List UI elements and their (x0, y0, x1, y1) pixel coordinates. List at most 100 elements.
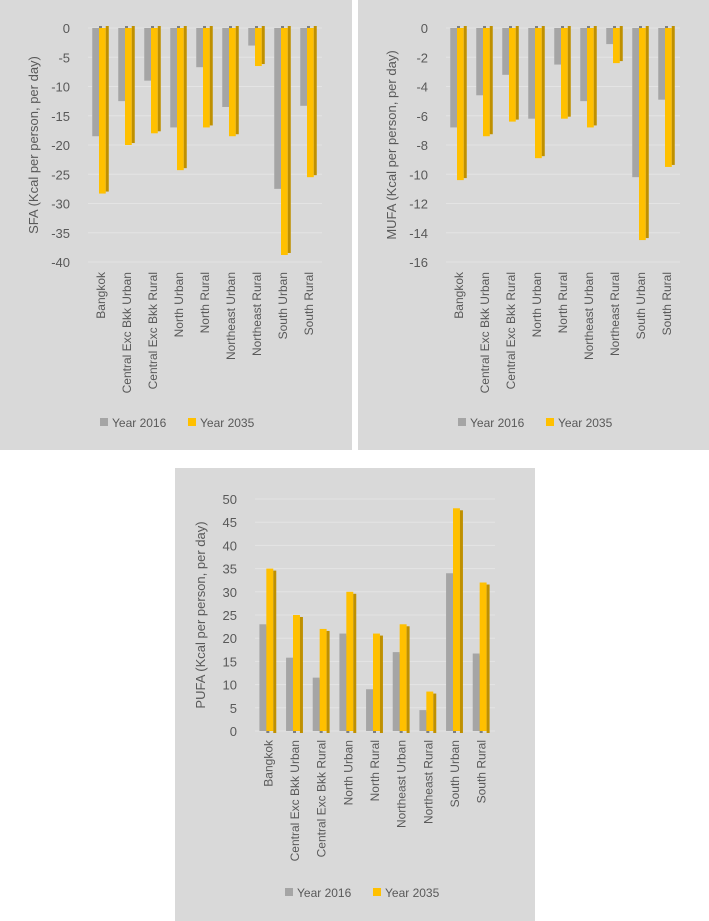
bar-side (463, 26, 467, 179)
bar-year-2016 (502, 28, 509, 75)
pufa-chart: 0 5 10 15 20 25 30 35 40 45 50 PUFA (Kcal per perso… (193, 492, 495, 900)
bar-side (486, 584, 490, 733)
legend-label: Year 2035 (200, 416, 255, 430)
bar-side (326, 630, 330, 733)
y-tick-label: -35 (51, 226, 70, 241)
category-label: South Rural (302, 272, 316, 335)
y-tick-label: -20 (51, 138, 70, 153)
bar-year-2016 (248, 28, 255, 46)
category-label: Central Exc Bkk Rural (315, 740, 329, 857)
bar-year-2035 (151, 28, 158, 134)
bar-side (209, 26, 213, 126)
bar-year-2016 (312, 677, 320, 731)
y-tick-label: -12 (409, 197, 428, 212)
category-label: Northeast Rural (608, 272, 622, 356)
legend-label: Year 2016 (297, 886, 352, 900)
bar-year-2035 (561, 28, 568, 119)
category-label: South Urban (276, 272, 290, 339)
y-tick-label: 50 (223, 492, 237, 507)
bar-side (157, 26, 161, 132)
bar-year-2016 (222, 28, 229, 107)
bar-side (619, 26, 623, 62)
bar-side (299, 617, 303, 733)
bar-side (353, 593, 357, 733)
bar-year-2016 (446, 573, 453, 731)
y-axis-title: MUFA (Kcal per person, per day) (384, 50, 399, 239)
y-tick-label: -40 (51, 255, 70, 270)
bar-side (593, 26, 597, 126)
bar-year-2035 (255, 28, 262, 67)
y-tick-label: 40 (223, 538, 237, 553)
bar-year-2035 (453, 508, 460, 731)
bar-year-2016 (366, 689, 373, 731)
category-label: South Urban (448, 740, 462, 807)
y-tick-label: -14 (409, 226, 428, 241)
bar-year-2035 (426, 691, 434, 731)
bar-side (671, 26, 675, 165)
y-tick-label: 10 (223, 678, 237, 693)
bar-year-2035 (613, 28, 620, 64)
y-axis-title: SFA (Kcal per person, per day) (26, 56, 41, 234)
y-tick-label: -30 (51, 197, 70, 212)
y-axis-title: PUFA (Kcal per person, per day) (193, 521, 208, 708)
bar-year-2035 (125, 28, 132, 145)
bar-year-2016 (472, 653, 480, 731)
bar-year-2035 (639, 28, 646, 241)
category-label: South Urban (634, 272, 648, 339)
legend-swatch (373, 888, 381, 896)
bar-side (235, 26, 239, 135)
bar-side (489, 26, 493, 135)
bar-year-2016 (170, 28, 177, 128)
legend-swatch (285, 888, 293, 896)
bar-side (287, 26, 291, 253)
category-label: North Rural (368, 740, 382, 801)
mufa-chart: -16 -14 -12 -10 -8 -6 -4 -2 0 MUFA (Kcal per pers… (384, 21, 680, 430)
y-tick-label: 15 (223, 654, 237, 669)
legend-label: Year 2016 (470, 416, 525, 430)
bar-year-2035 (266, 568, 274, 731)
bar-year-2016 (606, 28, 613, 45)
sfa-chart: -40 -35 -30 -25 -20 -15 -10 -5 0 SFA (Kcal per pe… (26, 21, 322, 430)
bar-year-2035 (479, 582, 487, 731)
legend-label: Year 2016 (112, 416, 167, 430)
y-tick-label: 45 (223, 515, 237, 530)
category-label: Northeast Rural (421, 740, 435, 824)
y-tick-label: -16 (409, 255, 428, 270)
bar-year-2016 (476, 28, 483, 96)
bar-year-2016 (92, 28, 99, 137)
bar-year-2035 (177, 28, 184, 171)
bar-year-2035 (203, 28, 210, 128)
y-tick-label: 5 (230, 701, 237, 716)
bar-year-2016 (658, 28, 665, 100)
bar-year-2016 (528, 28, 535, 119)
bar-year-2035 (229, 28, 236, 137)
category-label: Bangkok (452, 271, 466, 319)
bar-year-2016 (554, 28, 561, 65)
category-label: North Rural (556, 272, 570, 333)
category-label: Central Exc Bkk Rural (504, 272, 518, 389)
bar-side (459, 510, 463, 733)
category-label: Bangkok (94, 271, 108, 319)
category-label: Central Exc Bkk Urban (288, 740, 302, 861)
bar-side (567, 26, 571, 117)
bar-year-2035 (665, 28, 672, 167)
bar-side (541, 26, 545, 157)
bar-year-2016 (450, 28, 457, 128)
category-label: Northeast Urban (582, 272, 596, 360)
bar-year-2035 (587, 28, 594, 128)
y-tick-label: 20 (223, 631, 237, 646)
bar-side (645, 26, 649, 239)
y-tick-label: -6 (416, 109, 428, 124)
bar-year-2035 (281, 28, 288, 255)
y-tick-label: 0 (230, 724, 237, 739)
bar-year-2035 (457, 28, 464, 181)
bar-year-2016 (419, 710, 427, 731)
y-tick-label: -10 (409, 167, 428, 182)
category-label: North Urban (530, 272, 544, 337)
y-tick-label: 25 (223, 608, 237, 623)
legend-swatch (188, 418, 196, 426)
bar-year-2016 (118, 28, 125, 102)
y-tick-label: 35 (223, 562, 237, 577)
y-tick-label: -25 (51, 167, 70, 182)
bar-year-2035 (373, 633, 380, 731)
